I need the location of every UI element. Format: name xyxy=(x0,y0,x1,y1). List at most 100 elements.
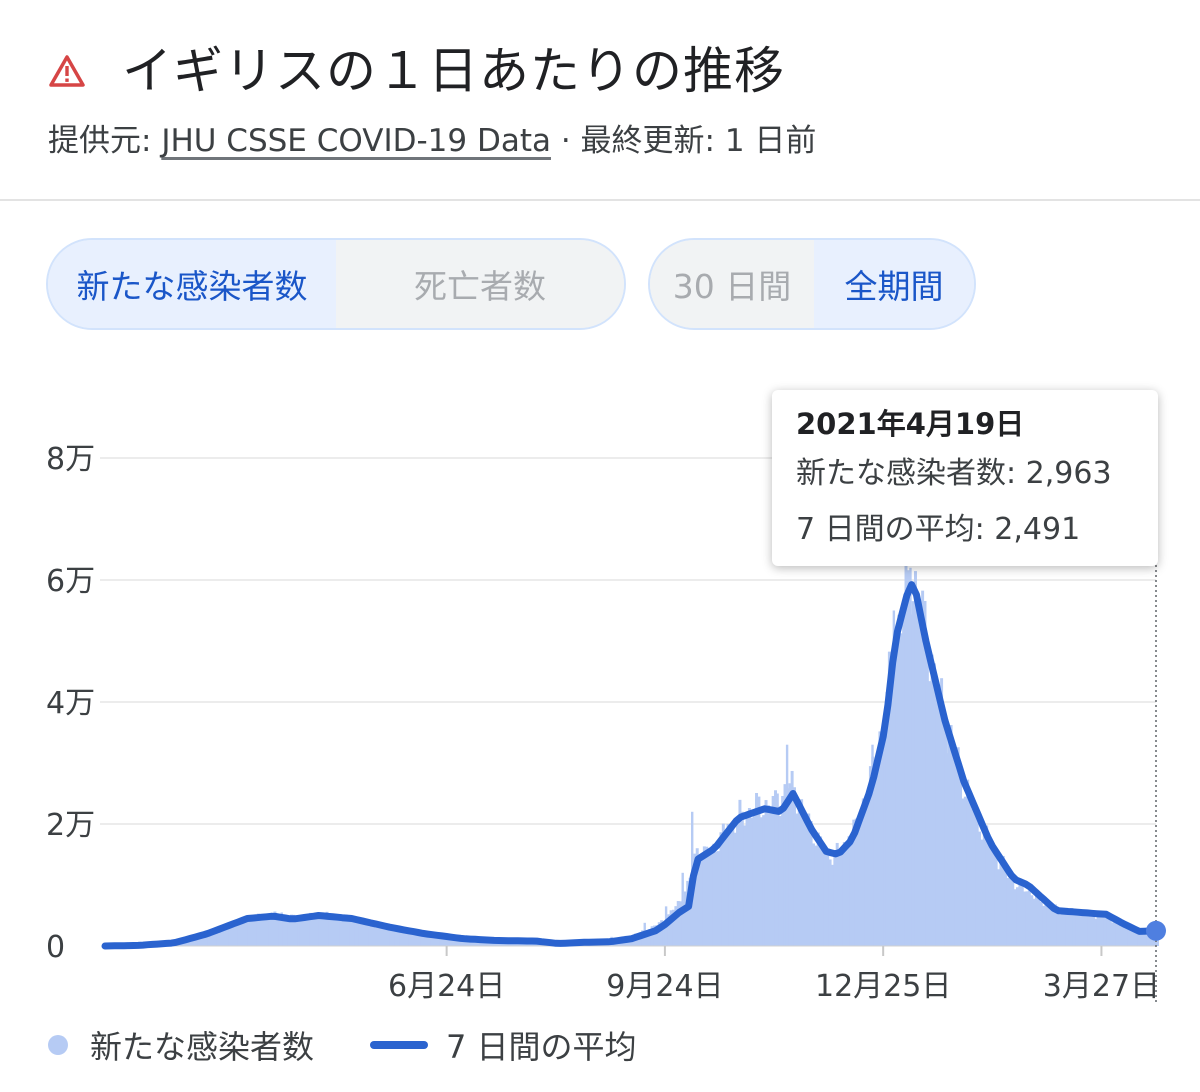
case-bar xyxy=(484,941,487,946)
case-bar xyxy=(441,935,445,946)
case-bar xyxy=(700,858,704,946)
case-bar xyxy=(859,809,863,946)
case-bar xyxy=(273,911,277,946)
case-bar xyxy=(285,918,289,946)
tab-new-cases[interactable]: 新たな感染者数 xyxy=(48,240,336,328)
chart-legend: 新たな感染者数 7 日間の平均 xyxy=(48,1020,637,1070)
case-bar xyxy=(790,770,794,946)
case-bar xyxy=(695,848,699,946)
tab-deaths[interactable]: 死亡者数 xyxy=(336,240,624,328)
case-bar xyxy=(1039,909,1043,946)
case-bar xyxy=(840,851,844,946)
case-bar xyxy=(415,931,419,946)
case-bar xyxy=(759,817,763,946)
tab-all-time[interactable]: 全期間 xyxy=(814,240,974,328)
case-bar xyxy=(721,823,725,946)
case-bar xyxy=(430,934,433,946)
case-bar xyxy=(444,936,448,946)
case-bar xyxy=(1137,930,1140,946)
case-bar xyxy=(207,936,210,946)
case-bar xyxy=(731,825,735,946)
case-bar xyxy=(849,839,853,946)
case-bar xyxy=(306,915,310,946)
case-bar xyxy=(740,811,744,946)
case-bar xyxy=(339,917,343,946)
case-bar xyxy=(975,808,979,946)
case-bar xyxy=(733,832,737,946)
case-bar xyxy=(451,937,455,946)
case-bar xyxy=(358,918,362,946)
case-bar xyxy=(406,928,410,946)
case-bar xyxy=(802,812,806,946)
case-bar xyxy=(202,936,206,946)
case-bar xyxy=(693,853,697,946)
case-bar xyxy=(916,603,920,946)
case-bar xyxy=(864,806,868,946)
case-bar xyxy=(1035,892,1038,946)
case-bar xyxy=(866,797,870,946)
case-bar xyxy=(1025,891,1029,946)
case-bar xyxy=(830,864,834,946)
case-bar xyxy=(970,808,974,946)
case-bar xyxy=(757,796,761,946)
case-bar xyxy=(1030,895,1034,946)
case-bar xyxy=(712,843,716,946)
case-bar xyxy=(778,816,782,946)
case-bar xyxy=(776,793,779,946)
case-bar xyxy=(1042,905,1046,946)
case-bar xyxy=(667,914,671,946)
case-bar xyxy=(299,916,303,946)
case-bar xyxy=(1084,914,1088,946)
case-bar xyxy=(921,590,925,946)
case-bar xyxy=(332,917,336,946)
case-bar xyxy=(361,917,365,946)
case-bar xyxy=(838,851,842,946)
case-bar xyxy=(956,747,960,946)
case-bar xyxy=(657,922,661,946)
case-bar xyxy=(914,571,917,946)
case-bar xyxy=(873,767,877,946)
case-bar xyxy=(648,929,652,946)
case-bar xyxy=(709,850,713,946)
case-bar xyxy=(823,848,827,946)
source-link[interactable]: JHU CSSE COVID-19 Data xyxy=(161,123,551,159)
case-bar xyxy=(819,836,823,946)
case-bar xyxy=(218,930,222,946)
cases-chart[interactable]: 0 2万 4万 6万 8万 6月24日 9月24日 12月25日 3月27日 xyxy=(0,360,1200,1010)
case-bar xyxy=(1080,911,1084,946)
case-bar xyxy=(747,808,751,946)
case-bar xyxy=(1001,855,1005,946)
case-bar xyxy=(811,843,815,946)
case-bar xyxy=(268,918,272,946)
case-bar xyxy=(978,831,982,946)
card-header: イギリスの１日あたりの推移 提供元: JHU CSSE COVID-19 Dat… xyxy=(0,0,1200,200)
case-bar xyxy=(835,842,839,946)
case-bar xyxy=(655,925,659,946)
case-bar xyxy=(769,811,773,946)
case-bar xyxy=(1103,915,1107,946)
case-bar xyxy=(828,859,832,946)
case-bar xyxy=(1141,930,1145,946)
case-bar xyxy=(949,725,953,946)
case-bar xyxy=(446,936,450,946)
case-bar xyxy=(1113,920,1117,946)
case-bar xyxy=(1046,904,1050,946)
case-bar xyxy=(349,920,353,946)
case-bar xyxy=(876,757,880,946)
case-bar xyxy=(463,939,467,946)
case-bar xyxy=(365,924,369,946)
case-bar xyxy=(380,923,384,946)
case-bar xyxy=(1016,887,1019,946)
tab-30-days[interactable]: 30 日間 xyxy=(650,240,814,328)
case-bar xyxy=(752,812,756,946)
case-bar xyxy=(1063,909,1067,946)
case-bar xyxy=(895,628,898,946)
case-bar xyxy=(947,735,951,946)
case-bar xyxy=(1058,914,1062,946)
case-bar xyxy=(987,843,991,946)
case-bar xyxy=(1004,867,1008,946)
case-bar xyxy=(676,901,680,946)
y-tick-label: 8万 xyxy=(46,442,95,477)
case-bar xyxy=(683,891,687,946)
case-bar xyxy=(368,921,372,946)
